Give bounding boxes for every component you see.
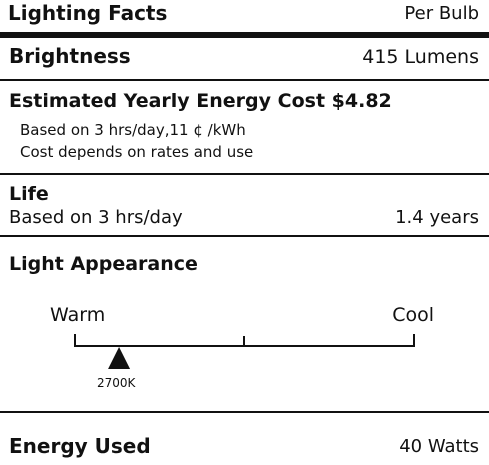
cool-label: Cool [392,304,434,326]
per-bulb-label: Per Bulb [404,3,479,24]
light-appearance-label: Light Appearance [9,253,198,275]
section-divider [0,235,489,237]
life-basis: Based on 3 hrs/day [9,207,183,228]
brightness-value: 415 Lumens [362,46,479,68]
section-divider [0,411,489,413]
life-label: Life [9,183,49,205]
energy-used-value: 40 Watts [399,436,479,457]
header-divider [0,32,489,38]
temperature-marker-icon [108,347,131,369]
energy-cost-note: Based on 3 hrs/day,11 ¢ /kWh [20,121,246,139]
section-divider [0,173,489,175]
energy-cost-note: Cost depends on rates and use [20,143,254,161]
brightness-label: Brightness [9,44,131,68]
color-temperature-value: 2700K [97,376,136,390]
energy-cost-heading: Estimated Yearly Energy Cost $4.82 [9,90,392,112]
section-divider [0,79,489,81]
warm-label: Warm [50,304,106,326]
energy-used-label: Energy Used [9,434,151,458]
label-title: Lighting Facts [8,1,168,25]
life-value: 1.4 years [395,207,479,228]
